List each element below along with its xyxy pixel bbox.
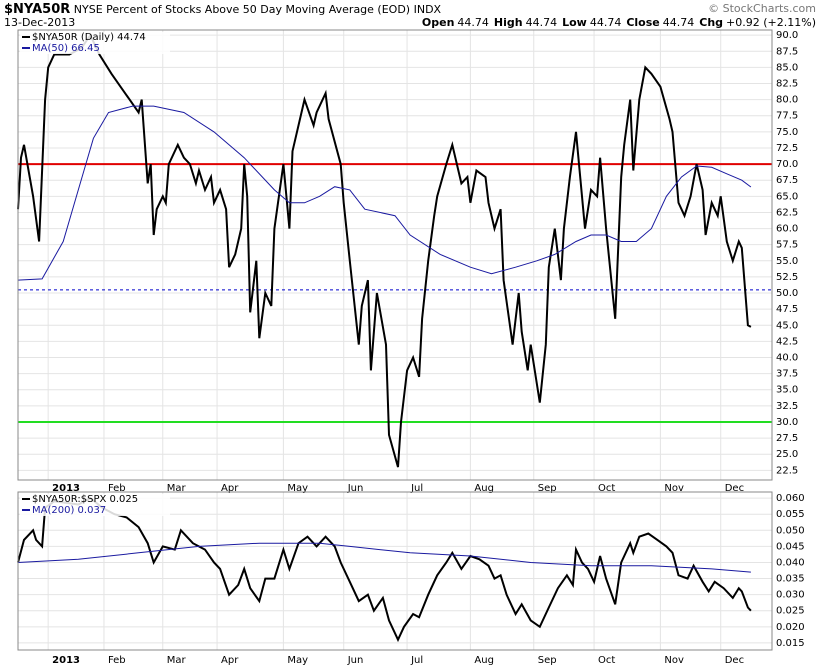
series-line: [17, 105, 752, 281]
x-tick-label: Dec: [725, 483, 744, 494]
y-tick-label: 32.5: [776, 401, 798, 412]
x-tick-label: Sep: [538, 655, 557, 666]
y-tick-label: 37.5: [776, 369, 798, 380]
plot-frame: [17, 491, 773, 651]
y-tick-label: 0.060: [776, 493, 805, 504]
legend-bg: [20, 32, 170, 43]
y-tick-label: 0.030: [776, 590, 805, 601]
quote-label: High: [493, 16, 523, 29]
x-tick-label: Feb: [108, 655, 126, 666]
y-tick-label: 70.0: [776, 159, 798, 170]
quote-value: 44.74: [525, 16, 558, 29]
y-tick-label: 75.0: [776, 127, 798, 138]
series-line: [17, 33, 752, 468]
exchange: INDX: [413, 3, 442, 16]
y-tick-label: 82.5: [776, 79, 798, 90]
header-row: $NYA50R NYSE Percent of Stocks Above 50 …: [4, 2, 816, 17]
y-tick-label: 42.5: [776, 336, 798, 347]
y-tick-label: 65.0: [776, 191, 798, 202]
symbol: $NYA50R: [4, 2, 71, 17]
legend-bg: [20, 43, 170, 54]
y-tick-label: 85.0: [776, 62, 798, 73]
legend-bg: [20, 494, 170, 505]
y-tick-label: 45.0: [776, 320, 798, 331]
quote-value: 44.74: [662, 16, 695, 29]
quote-label: Low: [562, 16, 587, 29]
y-tick-label: 67.5: [776, 175, 798, 186]
y-tick-label: 47.5: [776, 304, 798, 315]
quote-label: Open: [421, 16, 455, 29]
quote-label: Close: [626, 16, 660, 29]
quote-value: +0.92 (+2.11%): [726, 16, 816, 29]
y-tick-label: 52.5: [776, 272, 798, 283]
x-tick-label: Mar: [167, 655, 187, 666]
x-tick-label: Apr: [221, 655, 239, 666]
y-tick-label: 0.055: [776, 509, 805, 520]
y-tick-label: 30.0: [776, 417, 798, 428]
y-tick-label: 0.045: [776, 541, 805, 552]
x-tick-label: 2013: [52, 655, 80, 666]
legend-label: $NYA50R (Daily) 44.74: [32, 32, 146, 43]
x-tick-label: Oct: [598, 655, 615, 666]
title-group: $NYA50R NYSE Percent of Stocks Above 50 …: [4, 2, 441, 17]
y-tick-label: 60.0: [776, 224, 798, 235]
x-tick-label: May: [287, 655, 308, 666]
y-tick-label: 0.035: [776, 574, 805, 585]
y-tick-label: 50.0: [776, 288, 798, 299]
y-tick-label: 57.5: [776, 240, 798, 251]
legend-label: $NYA50R:$SPX 0.025: [32, 494, 138, 505]
x-tick-label: Jun: [347, 483, 364, 494]
y-tick-label: 35.0: [776, 385, 798, 396]
y-tick-label: 25.0: [776, 449, 798, 460]
x-tick-label: Jul: [410, 655, 423, 666]
x-tick-label: Aug: [474, 655, 494, 666]
y-tick-label: 22.5: [776, 465, 798, 476]
y-tick-label: 0.040: [776, 557, 805, 568]
y-tick-label: 0.020: [776, 622, 805, 633]
legend-label: MA(200) 0.037: [32, 505, 106, 516]
y-tick-label: 62.5: [776, 207, 798, 218]
y-tick-label: 72.5: [776, 143, 798, 154]
x-tick-label: Mar: [167, 483, 187, 494]
x-tick-label: Jul: [410, 483, 423, 494]
quote-label: Chg: [699, 16, 724, 29]
y-tick-label: 0.025: [776, 606, 805, 617]
x-tick-label: Feb: [108, 483, 126, 494]
legend-bg: [20, 505, 170, 516]
quote: Open 44.74 High 44.74 Low 44.74 Close 44.74 Chg +…: [417, 16, 816, 29]
x-tick-label: Oct: [598, 483, 615, 494]
plot-frame: [17, 29, 773, 481]
y-tick-label: 90.0: [776, 30, 798, 41]
y-tick-label: 55.0: [776, 256, 798, 267]
x-tick-label: Dec: [725, 655, 744, 666]
title: NYSE Percent of Stocks Above 50 Day Movi…: [73, 3, 411, 16]
y-tick-label: 0.050: [776, 525, 805, 536]
y-tick-label: 40.0: [776, 353, 798, 364]
x-tick-label: 2013: [52, 483, 80, 494]
x-tick-label: Aug: [474, 483, 494, 494]
y-tick-label: 77.5: [776, 111, 798, 122]
x-tick-label: Nov: [664, 483, 684, 494]
watermark: © StockCharts.com: [708, 2, 816, 15]
quote-value: 44.74: [457, 16, 489, 29]
y-tick-label: 0.015: [776, 638, 805, 649]
header-row: 13-Dec-2013 Open 44.74 High 44.74 Low 44.74 Cl…: [4, 16, 816, 29]
x-tick-label: Jun: [347, 655, 364, 666]
legend-label: MA(50) 66.45: [32, 43, 100, 54]
y-tick-label: 80.0: [776, 95, 798, 106]
y-tick-label: 27.5: [776, 433, 798, 444]
x-tick-label: Apr: [221, 483, 239, 494]
series-line: [17, 496, 752, 643]
date: 13-Dec-2013: [4, 16, 76, 29]
series-line: [17, 542, 751, 573]
x-tick-label: Sep: [538, 483, 557, 494]
quote-value: 44.74: [589, 16, 622, 29]
x-tick-label: Nov: [664, 655, 684, 666]
x-tick-label: May: [287, 483, 308, 494]
y-tick-label: 87.5: [776, 46, 798, 57]
